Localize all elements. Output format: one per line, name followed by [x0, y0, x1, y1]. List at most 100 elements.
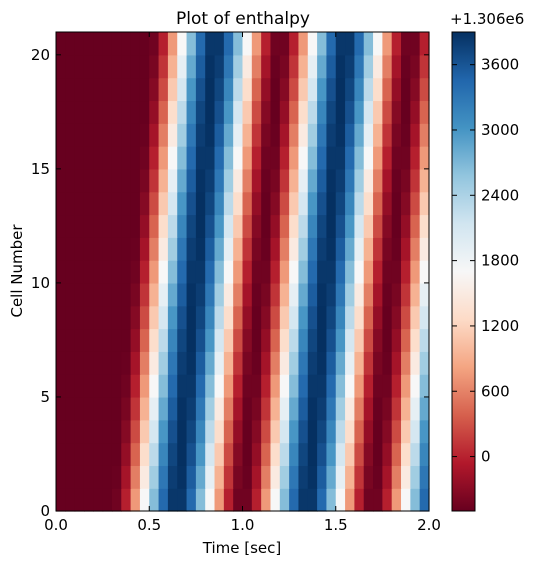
heatmap-cell — [251, 146, 262, 170]
heatmap-cell — [251, 32, 262, 56]
heatmap-cell — [242, 77, 253, 102]
heatmap-cell — [74, 77, 85, 102]
heatmap-cell — [223, 419, 234, 444]
heatmap-cell — [177, 237, 188, 261]
heatmap-cell — [121, 465, 132, 489]
heatmap-cell — [382, 146, 393, 170]
heatmap-cell — [279, 328, 290, 352]
heatmap-cell — [158, 282, 169, 307]
heatmap-cell — [354, 77, 365, 102]
heatmap-cell — [345, 282, 355, 307]
heatmap-cell — [251, 442, 262, 466]
heatmap-cell — [56, 123, 66, 147]
heatmap-cell — [410, 237, 421, 261]
heatmap-cell — [382, 488, 393, 512]
heatmap-cell — [223, 305, 234, 330]
heatmap-cell — [233, 419, 244, 444]
heatmap-cell — [74, 168, 85, 193]
heatmap-cell — [56, 100, 66, 124]
heatmap-cell — [167, 442, 178, 466]
heatmap-cell — [279, 168, 290, 193]
heatmap-cell — [130, 123, 141, 147]
heatmap-cell — [373, 214, 383, 238]
heatmap-cell — [195, 214, 206, 238]
y-axis-label: Cell Number — [8, 224, 26, 318]
heatmap-cell — [326, 77, 337, 102]
heatmap-cell — [261, 123, 272, 147]
heatmap-cell — [74, 123, 85, 147]
heatmap-cell — [121, 54, 132, 79]
heatmap-cell — [354, 168, 365, 193]
heatmap-cell — [335, 442, 346, 466]
heatmap-cell — [279, 419, 290, 444]
heatmap-cell — [130, 282, 141, 307]
heatmap-cell — [149, 465, 160, 489]
heatmap-cell — [121, 282, 132, 307]
heatmap-cell — [335, 465, 346, 489]
heatmap-cell — [401, 374, 411, 398]
heatmap-cell — [149, 260, 160, 284]
heatmap-cell — [289, 123, 300, 147]
heatmap-cell — [270, 32, 281, 56]
heatmap-cell — [111, 419, 122, 444]
heatmap-cell — [419, 146, 430, 170]
heatmap-cell — [410, 77, 421, 102]
heatmap-cell — [419, 351, 430, 375]
heatmap-cell — [307, 168, 318, 193]
heatmap-cell — [149, 488, 160, 512]
heatmap-cell — [177, 146, 188, 170]
heatmap-cell — [335, 123, 346, 147]
heatmap-cell — [251, 396, 262, 421]
heatmap-cell — [279, 100, 290, 124]
heatmap-cell — [261, 465, 272, 489]
heatmap-cell — [382, 54, 393, 79]
heatmap-cell — [214, 123, 225, 147]
heatmap-cell — [205, 214, 216, 238]
colorbar-tick-label: 2400 — [481, 186, 519, 204]
heatmap-cell — [233, 123, 244, 147]
heatmap-cell — [345, 396, 355, 421]
heatmap-cell — [223, 214, 234, 238]
heatmap-cell — [242, 260, 253, 284]
heatmap-cell — [345, 260, 355, 284]
heatmap-cell — [363, 54, 374, 79]
heatmap-cell — [354, 191, 365, 216]
heatmap-cell — [56, 146, 66, 170]
heatmap-cell — [345, 442, 355, 466]
heatmap-cell — [307, 54, 318, 79]
heatmap-cell — [335, 396, 346, 421]
heatmap-cell — [326, 146, 337, 170]
heatmap-cell — [130, 146, 141, 170]
heatmap-cell — [139, 146, 150, 170]
heatmap-cell — [261, 100, 272, 124]
heatmap-cell — [205, 465, 216, 489]
heatmap-cell — [279, 442, 290, 466]
heatmap-cell — [149, 146, 160, 170]
heatmap-cell — [186, 260, 197, 284]
heatmap-cell — [391, 282, 402, 307]
colorbar-tick-label: 3600 — [481, 56, 519, 74]
heatmap-cell — [289, 442, 300, 466]
heatmap-cell — [363, 237, 374, 261]
heatmap-cell — [205, 419, 216, 444]
heatmap-cell — [56, 305, 66, 330]
heatmap-cell — [382, 214, 393, 238]
heatmap-cell — [326, 305, 337, 330]
heatmap-cell — [345, 328, 355, 352]
heatmap-cell — [345, 351, 355, 375]
heatmap-cell — [373, 374, 383, 398]
heatmap-cell — [279, 396, 290, 421]
heatmap-cell — [335, 168, 346, 193]
heatmap-cell — [130, 214, 141, 238]
heatmap-cell — [335, 54, 346, 79]
heatmap-cell — [223, 146, 234, 170]
heatmap-cell — [102, 191, 113, 216]
heatmap-cell — [93, 54, 104, 79]
heatmap-cell — [251, 191, 262, 216]
heatmap-cell — [65, 214, 76, 238]
heatmap-cell — [177, 328, 188, 352]
heatmap-cell — [251, 374, 262, 398]
heatmap-cell — [242, 282, 253, 307]
heatmap-cell — [158, 328, 169, 352]
heatmap-cell — [177, 305, 188, 330]
